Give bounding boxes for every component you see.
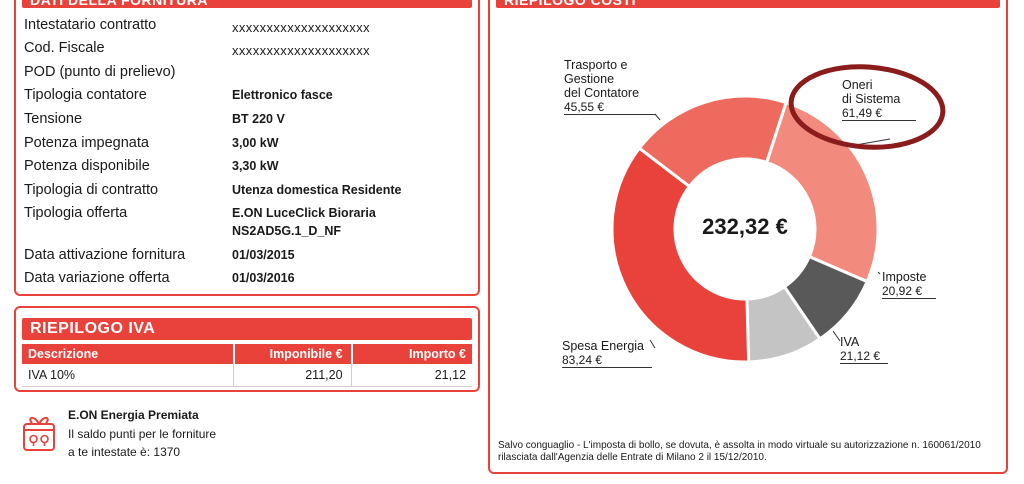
fornitura-value: xxxxxxxxxxxxxxxxxxxx (232, 20, 370, 35)
fornitura-value: xxxxxxxxxxxxxxxxxxxx (232, 43, 370, 58)
fornitura-value: Utenza domestica Residente (232, 183, 402, 197)
iva-header-row: Descrizione Imponibile € Importo € (22, 344, 472, 364)
premiata-text-2: a te intestate è: 1370 (68, 445, 181, 459)
value-imposte: 20,92 € (882, 284, 936, 299)
iva-cell-importo: 21,12 (350, 364, 472, 386)
fornitura-value: 01/03/2016 (232, 271, 295, 285)
label-oneri-line: di Sistema (842, 92, 901, 106)
label-trasporto-line: Gestione (564, 72, 615, 86)
fornitura-label: Tipologia contatore (24, 87, 147, 103)
label-iva-line: IVA (840, 335, 860, 349)
fornitura-label: POD (punto di prelievo) (24, 64, 176, 80)
iva-header-descrizione: Descrizione (28, 347, 99, 361)
fornitura-label: Tensione (24, 111, 83, 127)
iva-table: Descrizione Imponibile € Importo € IVA 1… (22, 344, 472, 387)
donut-slice (610, 146, 751, 364)
label-trasporto-line: Trasporto e (564, 58, 628, 72)
iva-header-imponibile: Imponibile € (233, 344, 351, 364)
iva-header-importo: Importo € (350, 344, 472, 364)
fornitura-value: E.ON LuceClick Bioraria (232, 206, 376, 220)
fornitura-value: 01/03/2015 (232, 248, 295, 262)
iva-cell-imponibile: 211,20 (233, 364, 351, 386)
label-imposte: Imposte 20,92 € (882, 270, 936, 299)
table-row: IVA 10% 211,20 21,12 (22, 364, 472, 387)
iva-title: RIEPILOGO IVA (22, 318, 472, 340)
highlight-ellipse (788, 64, 946, 150)
costi-footnote: Salvo conguaglio - L'imposta di bollo, s… (498, 440, 981, 463)
fornitura-label: Potenza impegnata (24, 135, 149, 151)
value-iva: 21,12 € (840, 349, 888, 364)
fornitura-value: BT 220 V (232, 112, 285, 126)
label-trasporto-line: del Contatore (564, 86, 640, 100)
label-trasporto: Trasporto e Gestione del Contatore 45,55… (564, 58, 656, 115)
leader-line (832, 330, 841, 342)
costi-panel: RIEPILOGO COSTI 232,32 € Trasporto e Ges… (488, 0, 1008, 474)
label-iva: IVA 21,12 € (840, 335, 888, 364)
label-oneri-line: Oneri (842, 78, 873, 92)
fornitura-label: Tipologia offerta (24, 205, 128, 221)
value-oneri: 61,49 € (842, 106, 916, 121)
fornitura-value: 3,30 kW (232, 159, 279, 173)
fornitura-value: 3,00 kW (232, 136, 279, 150)
label-spesa-line: Spesa Energia (562, 339, 645, 353)
value-spesa: 83,24 € (562, 353, 652, 368)
label-oneri: Oneri di Sistema 61,49 € (842, 78, 916, 121)
fornitura-label: Tipologia di contratto (24, 182, 159, 198)
donut-slice (637, 94, 788, 189)
leader-line (654, 113, 661, 121)
gift-icon (23, 416, 55, 451)
label-imposte-line: Imposte (882, 270, 927, 284)
fornitura-label: Data attivazione fornitura (24, 247, 186, 263)
fornitura-panel: DATI DELLA FORNITURA Intestatario contra… (14, 0, 480, 296)
fornitura-label: Cod. Fiscale (24, 40, 105, 56)
leader-line (649, 339, 656, 349)
label-spesa: Spesa Energia 83,24 € (562, 339, 652, 368)
fornitura-label: Data variazione offerta (24, 270, 170, 286)
costi-total: 232,32 € (702, 214, 788, 239)
costi-donut-chart (610, 64, 946, 364)
iva-panel: RIEPILOGO IVA Descrizione Imponibile € I… (14, 306, 480, 392)
fornitura-label: Intestatario contratto (24, 17, 157, 33)
costi-title: RIEPILOGO COSTI (496, 0, 1000, 8)
donut-slice (764, 100, 880, 284)
premiata-text-1: Il saldo punti per le forniture (68, 427, 217, 441)
fornitura-value: Elettronico fasce (232, 88, 333, 102)
premiata-title: E.ON Energia Premiata (68, 408, 199, 422)
donut-hole (676, 160, 814, 298)
energia-premiata: E.ON Energia Premiata Il saldo punti per… (22, 408, 382, 468)
fornitura-label: Potenza disponibile (24, 158, 150, 174)
fornitura-value-2: NS2AD5G.1_D_NF (232, 224, 342, 238)
value-trasporto: 45,55 € (564, 100, 656, 115)
fornitura-title: DATI DELLA FORNITURA (22, 0, 472, 8)
leader-line (877, 271, 881, 275)
iva-cell-descrizione: IVA 10% (28, 368, 76, 382)
